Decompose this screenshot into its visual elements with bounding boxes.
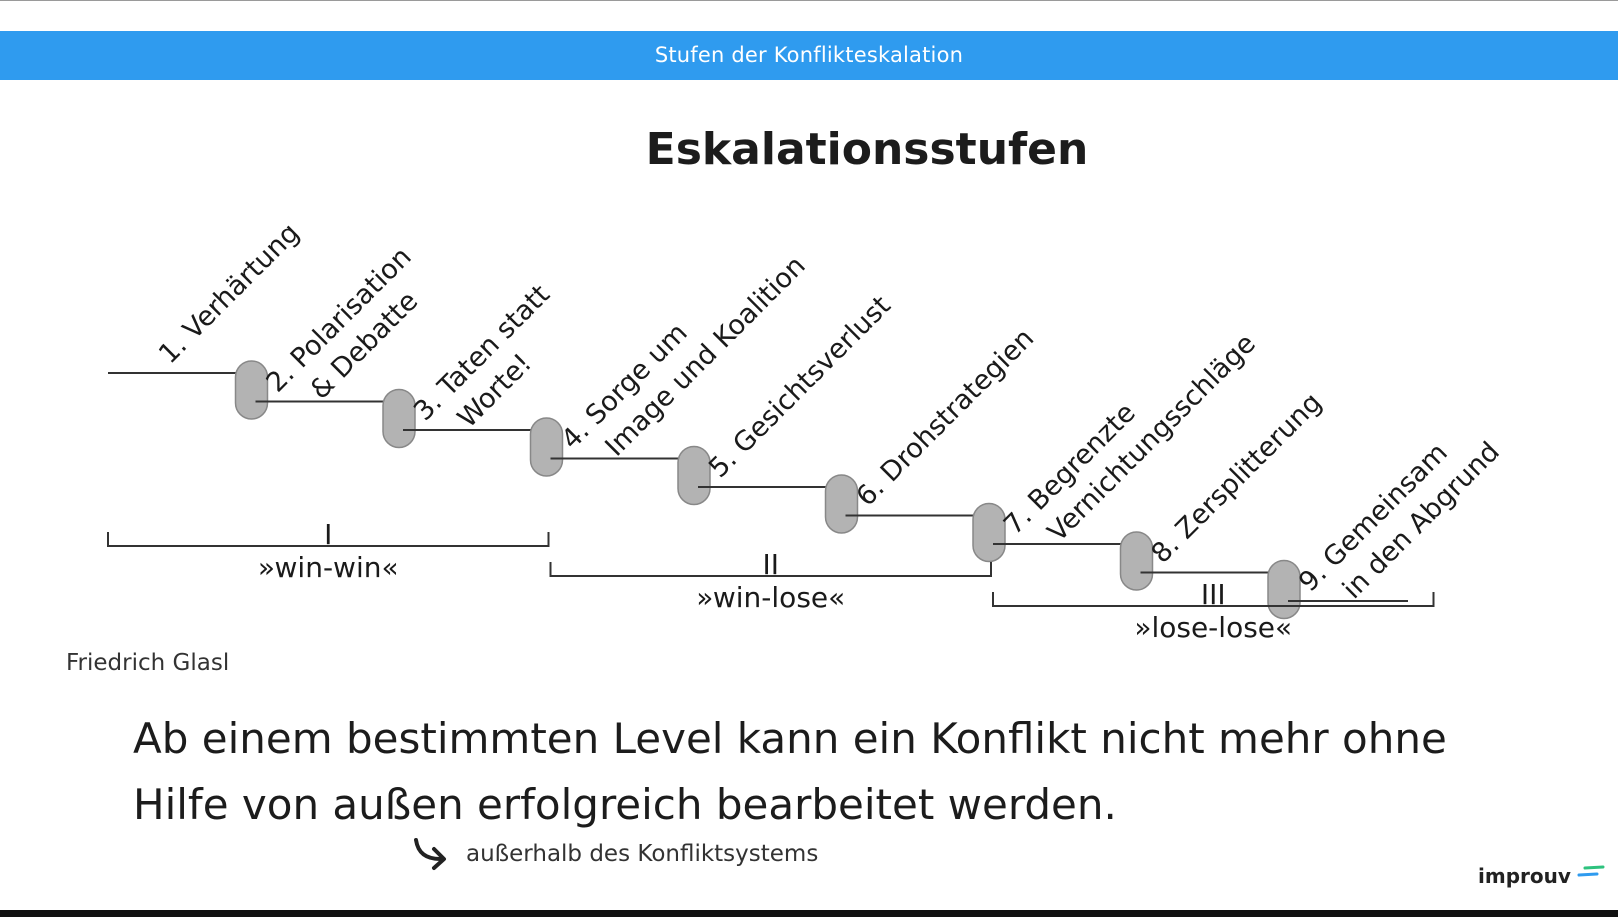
step-knob-5	[824, 474, 859, 534]
phase-bracket-2	[549, 562, 992, 577]
bottom-border	[0, 910, 1618, 917]
phase-label-3: »lose-lose«	[1134, 611, 1292, 644]
phase-label-1: »win-win«	[258, 551, 399, 584]
phase-bracket-3	[992, 592, 1435, 607]
stage-label-1: 1. Verhärtung	[153, 217, 306, 370]
logo-text: improuv	[1478, 864, 1571, 888]
author-credit: Friedrich Glasl	[66, 650, 230, 676]
footnote-text: außerhalb des Konfliktsystems	[466, 841, 819, 867]
stage-label-6: 6. Drohstrategien	[851, 323, 1041, 513]
step-knob-2	[382, 388, 416, 449]
top-border	[0, 0, 1618, 1]
step-knob-4	[677, 445, 711, 506]
statement-line-2: Hilfe von außen erfolgreich bearbeitet w…	[133, 780, 1117, 829]
phase-label-2: »win-lose«	[696, 581, 845, 614]
stage-label-4-line-2: Image und Koalition	[599, 250, 811, 462]
phase-numeral-2: II	[762, 548, 779, 581]
stage-label-1-line-1: 1. Verhärtung	[153, 217, 306, 370]
step-knob-6	[972, 502, 1006, 563]
step-knob-1	[234, 360, 269, 420]
statement-line-1: Ab einem bestimmten Level kann ein Konfl…	[133, 714, 1447, 763]
improuv-logo: improuv	[1478, 864, 1605, 888]
phase-numeral-3: III	[1201, 578, 1226, 611]
header-title: Stufen der Konflikteskalation	[654, 43, 964, 67]
phase-bracket-1	[107, 532, 550, 547]
stage-label-7-line-2: Vernichtungsschläge	[1042, 328, 1262, 548]
stage-label-6-line-1: 6. Drohstrategien	[851, 323, 1041, 513]
step-knob-7	[1119, 531, 1154, 591]
step-knob-8	[1267, 559, 1301, 620]
phase-numeral-1: I	[324, 518, 332, 551]
page-title: Eskalationsstufen	[645, 124, 1089, 175]
logo-accent-icon	[1577, 865, 1605, 877]
curved-arrow-icon	[414, 838, 446, 870]
main-statement: Ab einem bestimmten Level kann ein Konfl…	[133, 706, 1533, 838]
footnote: außerhalb des Konfliktsystems	[412, 836, 818, 872]
step-knob-3	[529, 417, 564, 477]
header-bar: Stufen der Konflikteskalation	[0, 31, 1618, 80]
